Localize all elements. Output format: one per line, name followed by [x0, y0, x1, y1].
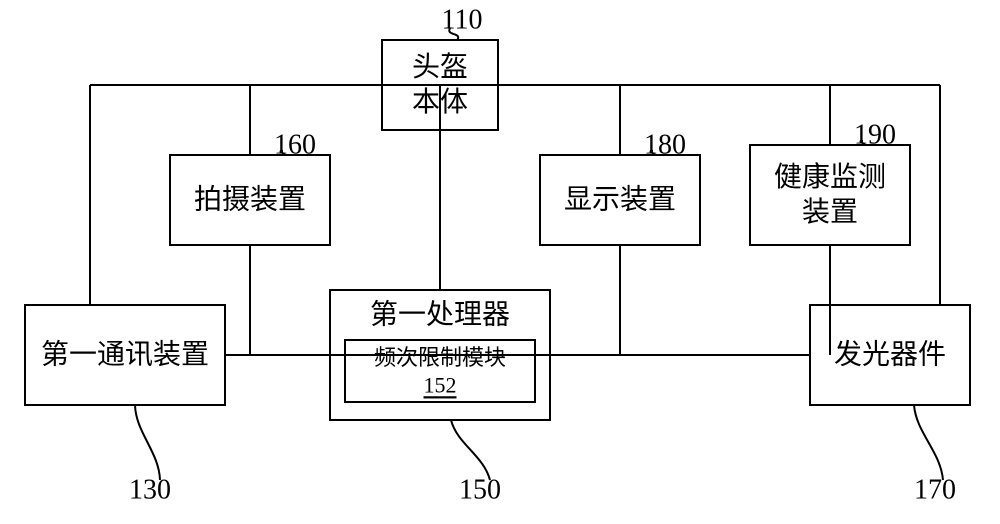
- ref-label: 150: [459, 475, 501, 506]
- box-text: 拍摄装置: [194, 184, 306, 216]
- ref-label: 180: [644, 130, 686, 161]
- label-leader: [135, 405, 160, 480]
- box-text: 健康监测: [774, 161, 886, 193]
- box-text: 头盔: [412, 51, 468, 83]
- health-box: [750, 145, 910, 245]
- box-text: 显示装置: [564, 184, 676, 216]
- box-text: 频次限制模块: [374, 345, 506, 370]
- box-text: 152: [424, 372, 457, 397]
- box-text: 装置: [802, 196, 858, 228]
- block-diagram: 头盔本体拍摄装置显示装置健康监测装置第一通讯装置发光器件第一处理器频次限制模块1…: [0, 0, 1000, 524]
- label-leader: [914, 405, 943, 480]
- processor-title: 第一处理器: [370, 299, 510, 331]
- ref-label: 170: [914, 475, 956, 506]
- ref-label: 190: [854, 120, 896, 151]
- box-text: 第一通讯装置: [41, 339, 209, 371]
- ref-label: 160: [274, 130, 316, 161]
- box-text: 发光器件: [834, 339, 946, 371]
- box-text: 本体: [412, 86, 468, 118]
- ref-label: 130: [129, 475, 171, 506]
- label-leader: [451, 420, 490, 480]
- ref-label: 110: [442, 5, 483, 36]
